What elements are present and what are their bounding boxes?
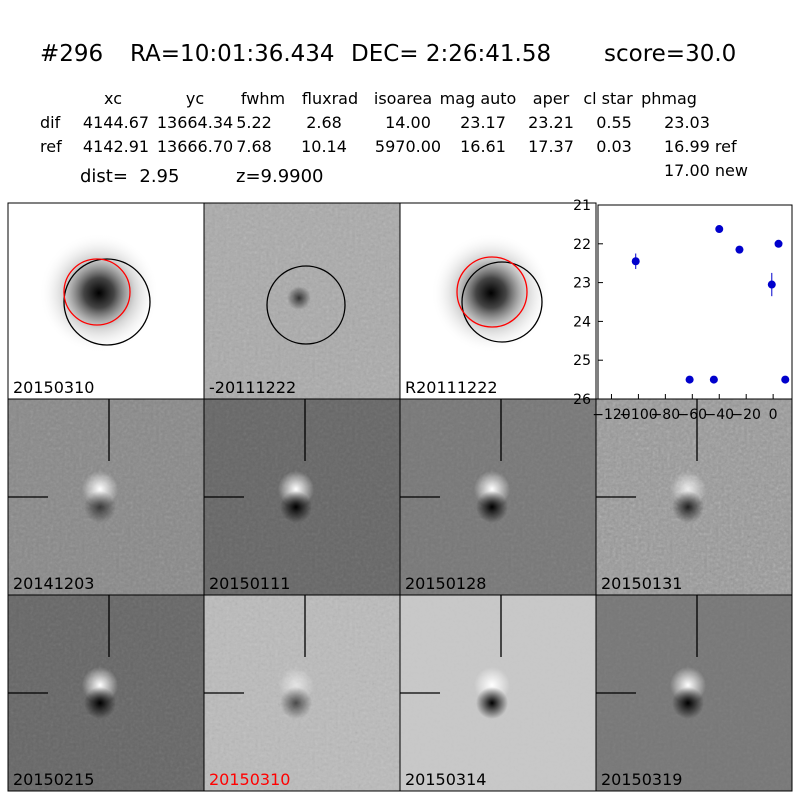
x-tick-label: −120: [592, 407, 630, 423]
column-header: yc: [185, 89, 205, 108]
residual-dark: [280, 491, 312, 523]
cell: 4142.91: [82, 137, 150, 156]
point: [735, 245, 744, 254]
ra: RA=10:01:36.434: [130, 41, 335, 67]
panel-date: -20111222: [209, 378, 296, 397]
residual-dark: [476, 687, 508, 719]
dec: DEC= 2:26:41.58: [351, 41, 552, 67]
x-tick-label: −100: [619, 407, 657, 423]
cell: 17.37: [528, 137, 574, 156]
cell: 23.03: [664, 113, 710, 132]
panel-date: R20111222: [405, 378, 498, 397]
panel: 20150111: [203, 398, 401, 596]
panel-date: 20150111: [209, 574, 290, 593]
x-tick-label: −80: [651, 407, 681, 423]
cell: 17.00 new: [664, 161, 748, 180]
aperture: [456, 256, 528, 328]
galaxy: [431, 233, 551, 353]
column-header: aper: [532, 89, 570, 108]
y-tick-label: 25: [573, 353, 591, 369]
cell: 5.22: [236, 113, 272, 132]
panel: 20150128: [399, 398, 597, 596]
y-tick-label: 26: [573, 392, 591, 408]
y-tick-label: 24: [573, 314, 591, 330]
y-tick-label: 22: [573, 237, 591, 253]
point: [631, 257, 640, 266]
residual-dark: [84, 687, 116, 719]
cell: 14.00: [385, 113, 431, 132]
column-header: isoarea: [373, 89, 433, 108]
aperture: [63, 258, 151, 346]
x-tick-label: 0: [769, 407, 778, 423]
column-header: mag auto: [439, 89, 517, 108]
column-header: cl star: [583, 89, 633, 108]
plot-area: [597, 204, 793, 400]
residual-dark: [476, 491, 508, 523]
score: score=30.0: [604, 41, 737, 67]
residual: [287, 286, 311, 310]
cell: 0.03: [596, 137, 632, 156]
aperture: [266, 265, 346, 345]
panel: 20141203: [7, 398, 205, 596]
cell: 16.61: [460, 137, 506, 156]
point: [781, 375, 790, 384]
panel-date: 20150314: [405, 770, 486, 789]
galaxy: [39, 233, 159, 353]
panel-date: 20150128: [405, 574, 486, 593]
cell: 13666.70: [156, 137, 234, 156]
panel-date: 20141203: [13, 574, 94, 593]
panel: 20150319: [595, 594, 793, 792]
cell: 5970.00: [374, 137, 442, 156]
residual-dark: [672, 491, 704, 523]
x-tick-label: −20: [731, 407, 761, 423]
cell: 7.68: [236, 137, 272, 156]
cell: 16.99 ref: [664, 137, 737, 156]
cell: 13664.34: [156, 113, 234, 132]
panel: 20150310: [203, 594, 401, 792]
aperture: [63, 258, 131, 326]
panel: 20150314: [399, 594, 597, 792]
cell: 23.21: [528, 113, 574, 132]
column-header: fluxrad: [301, 89, 359, 108]
cell: 4144.67: [82, 113, 150, 132]
residual-dark: [672, 687, 704, 719]
panel: R20111222: [399, 202, 597, 400]
cell: 23.17: [460, 113, 506, 132]
panel-date: 20150131: [601, 574, 682, 593]
panel: 20150131: [595, 398, 793, 596]
panel: 20150215: [7, 594, 205, 792]
panel-date: 20150310: [13, 378, 94, 397]
cell: 10.14: [301, 137, 347, 156]
point: [767, 280, 776, 289]
aperture: [461, 261, 543, 343]
residual-dark: [84, 491, 116, 523]
cell: 0.55: [596, 113, 632, 132]
dist: dist= 2.95: [80, 166, 180, 187]
candidate-id: #296: [40, 41, 104, 67]
row-label: ref: [40, 137, 62, 156]
point: [685, 375, 694, 384]
column-header: phmag: [641, 89, 697, 108]
point: [774, 239, 783, 248]
point: [709, 375, 718, 384]
panel-date: 20150310: [209, 770, 290, 789]
panel: -20111222: [203, 202, 401, 400]
panel-date: 20150319: [601, 770, 682, 789]
residual-dark: [280, 687, 312, 719]
panel-date: 20150215: [13, 770, 94, 789]
x-tick-label: −60: [678, 407, 708, 423]
x-tick-label: −40: [704, 407, 734, 423]
column-header: fwhm: [240, 89, 286, 108]
row-label: dif: [40, 113, 61, 132]
point: [715, 225, 724, 234]
redshift: z=9.9900: [236, 166, 324, 187]
y-tick-label: 21: [573, 198, 591, 214]
panel: 20150310: [7, 202, 205, 400]
cell: 2.68: [306, 113, 342, 132]
column-header: xc: [104, 89, 122, 108]
y-tick-label: 23: [573, 276, 591, 292]
panel-border: [595, 594, 793, 792]
